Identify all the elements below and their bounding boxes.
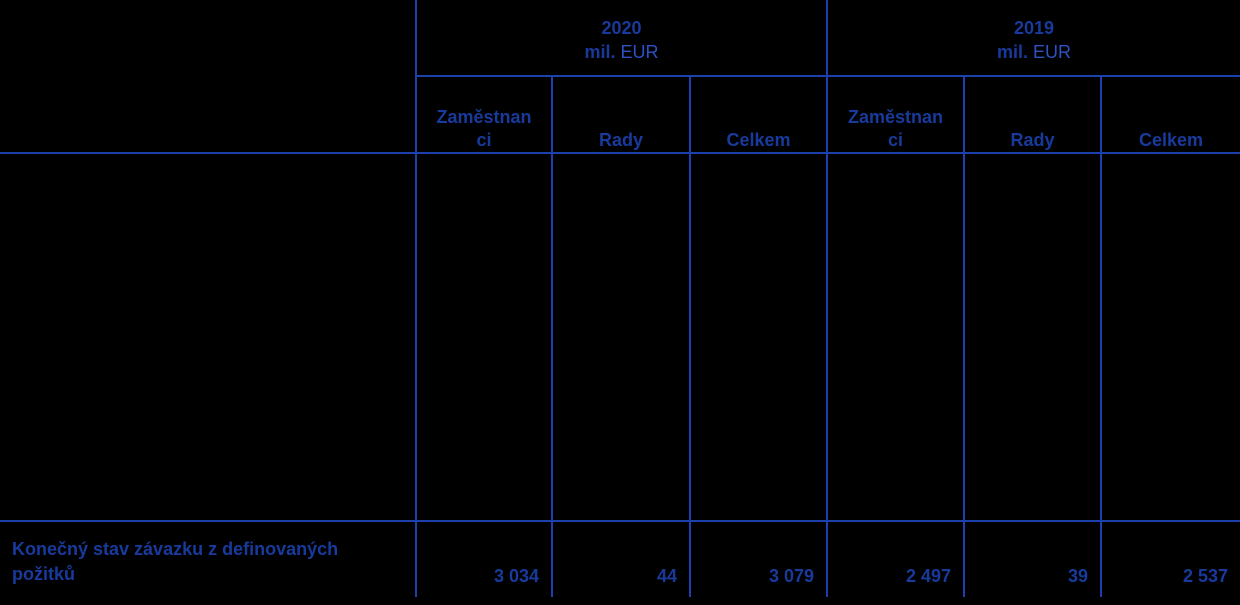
total-row-label: Konečný stav závazku z definovaných poži… (12, 539, 339, 584)
grid-line-above-total-row (0, 520, 1240, 522)
grid-line-under-year-headers (415, 75, 1240, 77)
currency-label-2019: EUR (1033, 41, 1072, 62)
column-header-2019-rady: Rady (965, 77, 1100, 159)
table-body-empty (0, 154, 1240, 520)
column-header-label: Celkem (1138, 130, 1204, 150)
grid-line-vertical-group-divider (826, 0, 828, 597)
grid-line-vertical-2019-col1 (963, 75, 965, 597)
grid-line-vertical-2020-col2 (689, 75, 691, 597)
column-header-2020-zamestnanci: Zaměstnanci (417, 77, 551, 159)
total-value-2019-zamestnanci: 2 497 (905, 566, 951, 586)
total-value-2020-zamestnanci: 3 034 (493, 566, 539, 586)
unit-label-2019: mil. (996, 41, 1028, 62)
currency-label-2020: EUR (620, 41, 659, 62)
total-value-2020-rady: 44 (656, 566, 677, 586)
column-header-2020-rady: Rady (553, 77, 689, 159)
grid-line-vertical-2020-col1 (551, 75, 553, 597)
column-header-2020-celkem: Celkem (691, 77, 826, 159)
column-header-2019-celkem: Celkem (1102, 77, 1240, 159)
year-group-header-2019: 2019 mil. EUR (828, 0, 1240, 77)
column-header-label: Zaměstnanci (847, 107, 944, 150)
column-header-label: Rady (598, 130, 643, 150)
total-value-2019-rady: 39 (1067, 566, 1088, 586)
grid-line-vertical-2019-col2 (1100, 75, 1102, 597)
total-value-2020-celkem: 3 079 (768, 566, 814, 586)
unit-line-2020: mil. EUR (584, 40, 658, 64)
year-label-2019: 2019 (1013, 17, 1055, 38)
column-header-2019-zamestnanci: Zaměstnanci (828, 77, 963, 159)
year-group-header-2020: 2020 mil. EUR (417, 0, 826, 77)
unit-label-2020: mil. (584, 41, 616, 62)
column-header-label: Rady (1010, 130, 1055, 150)
column-header-label: Zaměstnanci (436, 107, 532, 150)
column-header-label: Celkem (726, 130, 791, 150)
year-label-2020: 2020 (601, 17, 642, 38)
grid-line-vertical-group-2020-left (415, 0, 417, 597)
total-value-2019-celkem: 2 537 (1182, 566, 1228, 586)
unit-line-2019: mil. EUR (997, 40, 1071, 64)
grid-line-under-column-headers (0, 152, 1240, 154)
